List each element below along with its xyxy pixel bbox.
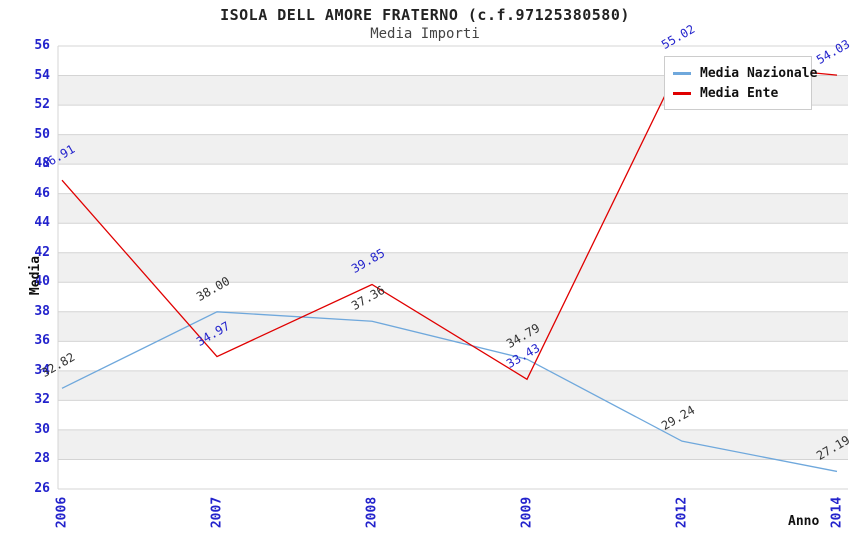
y-tick-label: 30 [34, 421, 50, 437]
legend-label: Media Nazionale [700, 65, 818, 81]
y-tick-label: 52 [34, 97, 50, 113]
plot-band [58, 370, 848, 401]
y-tick-label: 50 [34, 126, 50, 142]
y-tick-label: 44 [34, 215, 50, 231]
y-tick-label: 54 [34, 67, 50, 83]
y-tick-label: 40 [34, 274, 50, 290]
plot-band [58, 429, 848, 460]
x-tick-label: 2014 [829, 496, 845, 529]
y-tick-label: 32 [34, 392, 50, 408]
legend-item-media-nazionale: Media Nazionale [673, 63, 817, 83]
x-tick-label: 2007 [209, 496, 225, 529]
x-axis-title: Anno [788, 514, 820, 529]
y-tick-label: 42 [34, 244, 50, 260]
x-tick-label: 2008 [364, 496, 380, 529]
y-tick-label: 26 [34, 481, 50, 496]
legend-item-media-ente: Media Ente [673, 83, 803, 103]
x-tick-label: 2006 [54, 496, 70, 529]
y-tick-label: 46 [34, 185, 50, 201]
y-tick-label: 36 [34, 333, 50, 349]
y-tick-label: 34 [34, 362, 50, 378]
page-title: ISOLA DELL AMORE FRATERNO (c.f.971253805… [220, 6, 630, 24]
plot-band [58, 252, 848, 283]
legend-line-swatch-blue [673, 71, 691, 75]
y-tick-label: 28 [34, 451, 50, 467]
legend: Media Nazionale Media Ente [664, 56, 817, 110]
plot-band [58, 134, 848, 165]
plot-band [58, 311, 848, 342]
chart-subtitle: Media Importi [370, 26, 480, 42]
x-tick-label: 2012 [674, 496, 690, 529]
x-tick-label: 2009 [519, 496, 535, 529]
y-tick-label: 48 [34, 156, 50, 172]
y-tick-label: 56 [34, 38, 50, 53]
y-tick-label: 38 [34, 303, 50, 319]
plot-band [58, 193, 848, 224]
legend-label: Media Ente [700, 85, 779, 101]
y-axis-title: Media [28, 255, 44, 296]
series-line-media-nazionale [61, 311, 838, 473]
legend-line-swatch-red [673, 91, 691, 95]
